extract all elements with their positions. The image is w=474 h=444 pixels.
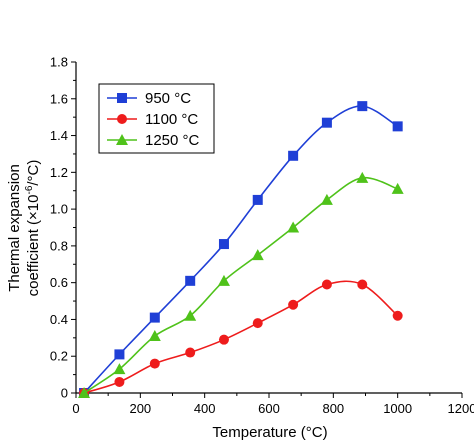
data-point (149, 358, 160, 369)
data-point (356, 171, 369, 183)
y-tick-label: 0.6 (50, 275, 68, 290)
y-tick-label: 1.4 (50, 128, 68, 143)
data-point (114, 349, 125, 360)
y-tick-label: 1.2 (50, 165, 68, 180)
series-1100c (79, 279, 403, 398)
data-point (357, 101, 368, 112)
data-point (392, 121, 403, 132)
x-tick-label: 1000 (383, 401, 412, 416)
legend-item: 1250 °C (107, 132, 200, 149)
data-point (185, 275, 196, 286)
legend-item: 1100 °C (107, 111, 198, 128)
y-axis-label-prefix: coefficient (×10 (25, 195, 42, 297)
y-tick-label: 0.8 (50, 238, 68, 253)
legend-item: 950 °C (107, 90, 191, 107)
data-point (184, 309, 197, 321)
data-point (218, 334, 229, 345)
y-axis-label-line2: coefficient (×10-6/°C) (24, 160, 42, 297)
x-tick-label: 1200 (448, 401, 474, 416)
data-point (251, 249, 264, 261)
data-point (321, 117, 332, 128)
series-line (83, 176, 398, 394)
y-tick-label: 0 (61, 386, 68, 401)
data-point (320, 193, 333, 205)
y-tick-label: 1.0 (50, 202, 68, 217)
data-point (185, 347, 196, 358)
y-tick-label: 0.2 (50, 349, 68, 364)
x-tick-label: 200 (129, 401, 151, 416)
data-point (148, 329, 161, 341)
data-point (288, 150, 299, 161)
series-950c (79, 101, 403, 398)
data-point (114, 376, 125, 387)
series-line (83, 105, 399, 394)
series-1250c (78, 171, 404, 398)
data-point (391, 182, 404, 194)
legend-label: 1250 °C (145, 132, 200, 149)
legend-marker (116, 134, 128, 145)
x-tick-label: 0 (72, 401, 79, 416)
data-point (287, 221, 300, 233)
series-line (83, 280, 399, 394)
x-axis-label: Temperature (°C) (212, 424, 327, 441)
data-point (321, 279, 332, 290)
data-point (218, 239, 229, 250)
legend-label: 1100 °C (145, 111, 198, 128)
data-point (252, 194, 263, 205)
data-point (78, 387, 91, 398)
data-point (252, 318, 263, 329)
data-point (217, 274, 230, 286)
legend-label: 950 °C (145, 90, 191, 107)
data-point (357, 279, 368, 290)
legend-marker (117, 93, 127, 103)
data-point (392, 310, 403, 321)
legend-marker (117, 114, 127, 124)
y-tick-label: 1.6 (50, 91, 68, 106)
y-axis-label-line1: Thermal expansion (6, 164, 23, 292)
x-tick-label: 800 (322, 401, 344, 416)
y-tick-label: 0.4 (50, 312, 68, 327)
y-axis-label-exponent: -6 (24, 185, 35, 194)
x-tick-label: 400 (194, 401, 216, 416)
data-point (149, 312, 160, 323)
y-axis-label-suffix: /°C) (25, 160, 42, 186)
data-point (288, 299, 299, 310)
x-tick-label: 600 (258, 401, 280, 416)
y-tick-label: 1.8 (50, 55, 68, 70)
data-point (113, 363, 126, 375)
